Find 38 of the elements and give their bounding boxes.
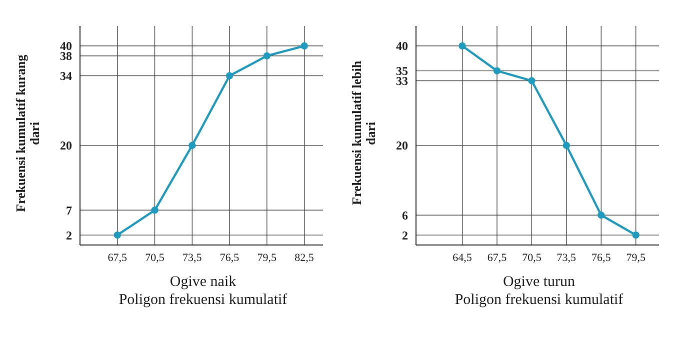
- y-tick-label: 20: [60, 138, 72, 153]
- text: Poligon frekuensi kumulatif: [118, 291, 288, 309]
- point: [562, 142, 570, 150]
- point: [300, 42, 308, 50]
- point: [226, 72, 234, 80]
- x-tick-label: 79,5: [257, 252, 278, 264]
- x-tick-label: 79,5: [626, 252, 646, 264]
- point: [493, 67, 501, 74]
- point: [188, 142, 196, 150]
- point: [528, 77, 536, 84]
- text: Ogive turun: [502, 273, 576, 291]
- x-tick-label: 67,5: [108, 252, 128, 264]
- x-tick-label: 67,5: [487, 252, 508, 264]
- point: [598, 212, 605, 219]
- x-tick-label: 76,5: [592, 252, 612, 264]
- point: [632, 231, 640, 239]
- y-tick-label: 6: [402, 208, 408, 222]
- x-tick-label: 76,5: [220, 252, 240, 264]
- x-tick-label: 82,5: [294, 252, 314, 264]
- y-tick-label: 2: [402, 228, 408, 242]
- x-tick-label: 70,5: [145, 252, 165, 264]
- y-tick-label: 34: [60, 69, 72, 84]
- point: [458, 42, 466, 50]
- y-tick-label: 7: [66, 203, 72, 218]
- x-tick-label: 73,5: [556, 252, 577, 264]
- x-tick-label: 73,5: [182, 252, 202, 264]
- point: [263, 52, 271, 60]
- y-tick-label: 40: [396, 39, 408, 54]
- text: Poligon frekuensi kumulatif: [454, 291, 624, 309]
- point: [114, 231, 121, 239]
- text: Ogive naik: [168, 273, 238, 291]
- y-tick-label: 20: [396, 138, 408, 153]
- y-axis-title: Frekuensi kumulatif lebih dari: [349, 60, 378, 208]
- y-axis-title: Frekuensi kumulatif kurang dari: [13, 53, 42, 214]
- point: [151, 206, 158, 214]
- x-tick-label: 64,5: [452, 252, 472, 264]
- y-tick-label: 2: [66, 228, 72, 242]
- x-tick-label: 70,5: [522, 252, 542, 264]
